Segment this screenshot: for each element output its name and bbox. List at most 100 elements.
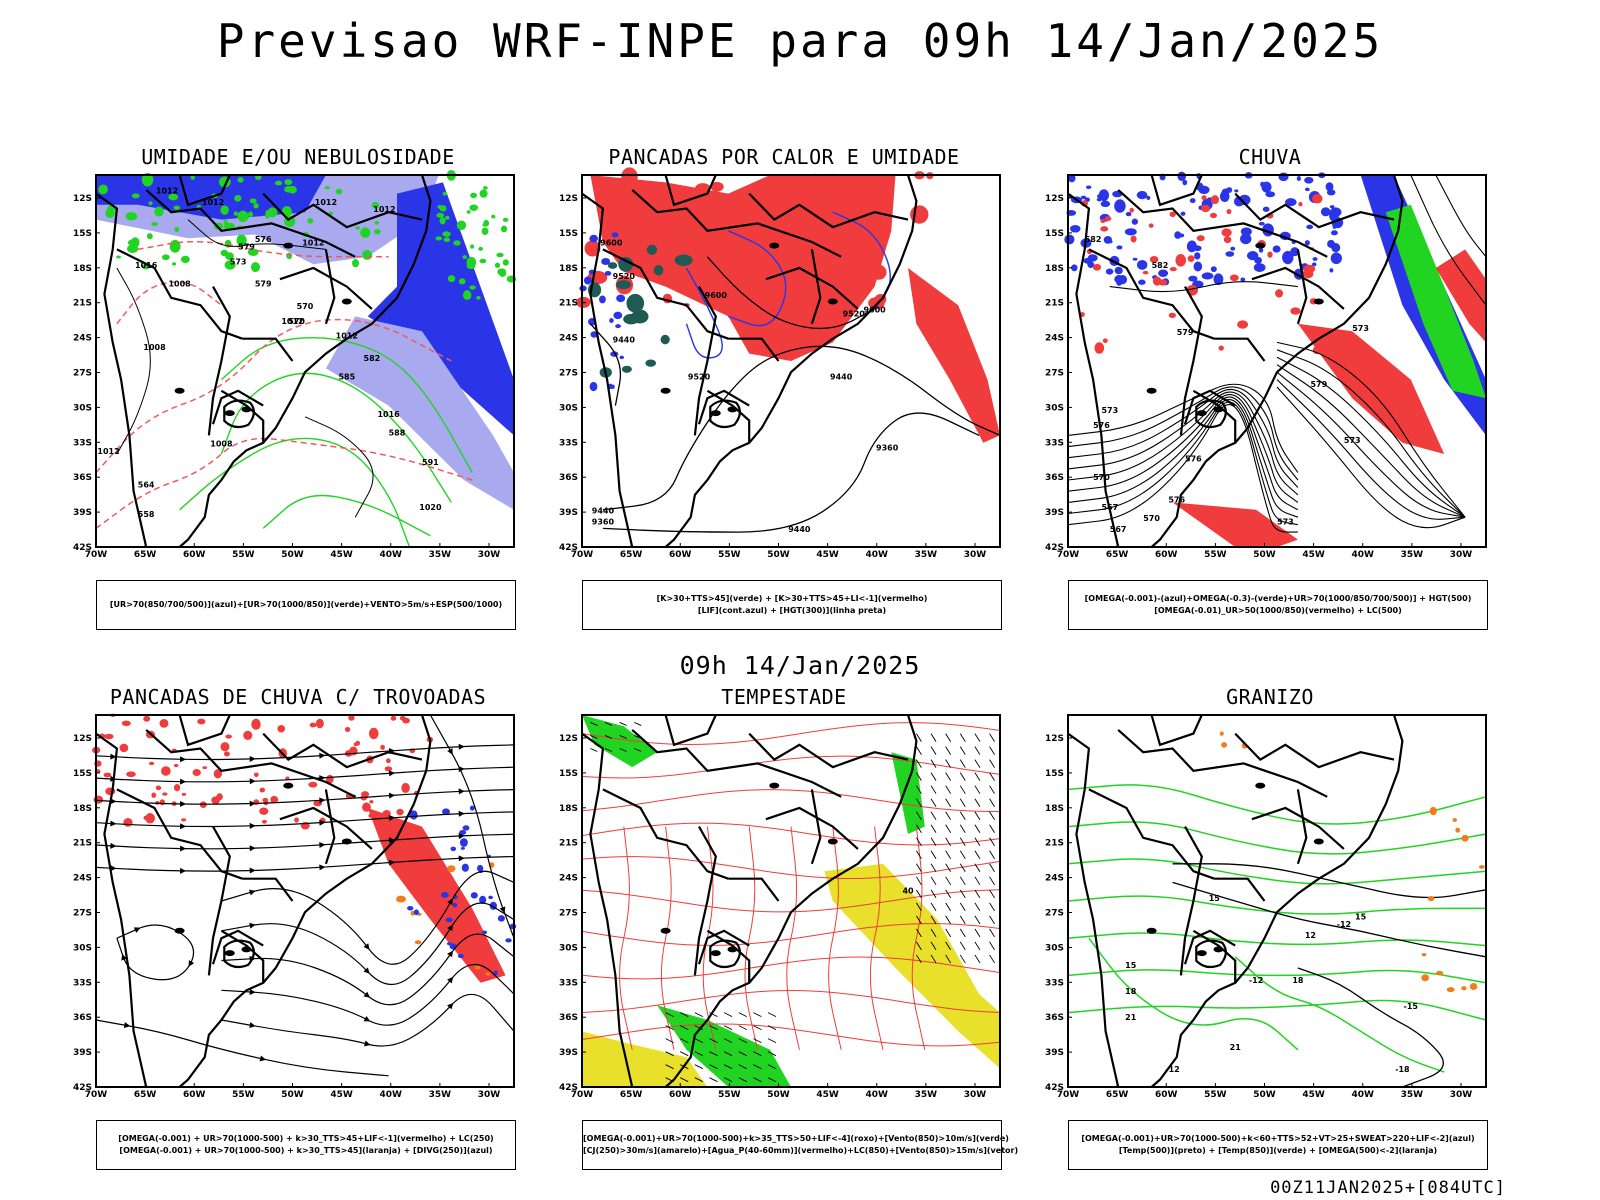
wind-vector (930, 954, 937, 964)
wind-vector (959, 746, 966, 755)
field-blob (213, 769, 223, 779)
contour-label: 1008 (168, 280, 191, 289)
wind-vector (974, 772, 981, 781)
uruguay-outline (709, 399, 741, 429)
temp850-contours (1067, 784, 1487, 1073)
field-blob (173, 784, 181, 792)
contour-label: 567 (1110, 525, 1127, 534)
field-blob (646, 244, 658, 255)
contour-label: 1012 (315, 198, 337, 207)
field-blob (583, 276, 592, 285)
contour-label: 40 (902, 887, 914, 896)
lon-label: 55W (718, 550, 741, 560)
field-blob (151, 222, 158, 227)
contour-label: 579 (1310, 380, 1327, 389)
contour-line (911, 826, 926, 1050)
field-blob (247, 248, 259, 256)
wind-vector (989, 837, 995, 846)
wind-vector (680, 1051, 689, 1057)
map-frame (581, 174, 1001, 548)
contour-label: 1008 (143, 343, 166, 352)
field-blob (1258, 221, 1265, 226)
border-line (810, 789, 822, 865)
contour-line (1067, 396, 1299, 511)
streamline-arrow (249, 922, 256, 929)
field-blob (921, 288, 931, 295)
field-blob (497, 915, 505, 922)
lon-label: 60W (1155, 1090, 1178, 1100)
wind-vector (930, 772, 937, 781)
wind-vector (945, 941, 952, 951)
field-blob (259, 787, 266, 793)
field-blob (1098, 189, 1110, 202)
coastline-west (95, 192, 148, 548)
coastline-east (664, 714, 918, 1088)
streamline-arrow (121, 953, 127, 961)
border-line (207, 826, 231, 976)
field-blob (615, 324, 621, 329)
wind-vector (989, 915, 995, 925)
field-blob (374, 228, 381, 235)
field-blob (1452, 818, 1458, 822)
coastline-east (1150, 174, 1404, 548)
wind-vector (753, 1077, 762, 1083)
field-blob (589, 381, 598, 392)
panel-legend: [OMEGA(-0.001)-(azul)+OMEGA(-0.3)-(verde… (1068, 580, 1488, 630)
wind-vector (959, 928, 966, 938)
field-blob (476, 295, 481, 300)
lake-mark (727, 406, 738, 413)
coastline-east (1150, 714, 1404, 1088)
wind-vector (738, 1038, 747, 1044)
contour-line (1276, 371, 1466, 518)
streamline (95, 789, 515, 805)
field-blob (803, 255, 813, 265)
contour-label: 585 (338, 373, 355, 382)
contour-line (304, 416, 374, 518)
wind-vector (680, 1077, 689, 1083)
wind-vector (945, 759, 952, 768)
streamline-arrow (259, 1055, 267, 1062)
lat-label: 33S (559, 978, 578, 988)
contour-label: 1012 (302, 239, 324, 248)
contour-label: 558 (138, 510, 155, 519)
field-blob (1304, 187, 1310, 192)
contour-label: 1012 (202, 198, 224, 207)
streamline-arrow (363, 943, 370, 950)
streamline-arrow (319, 797, 326, 804)
contour-label: 570 (297, 302, 314, 311)
border-line (765, 806, 859, 850)
lake-mark (710, 410, 721, 417)
coastline-west (95, 732, 148, 1088)
field-blob (220, 205, 229, 215)
wind-vector (989, 850, 995, 860)
streamline-arrow (363, 1015, 371, 1022)
storm-red-cells (92, 713, 434, 830)
lat-label: 27S (1045, 369, 1064, 379)
border-line (693, 826, 717, 976)
field-blob (1094, 342, 1105, 354)
field-blob (309, 722, 317, 728)
panel-legend: [OMEGA(-0.001) + UR>70(1000-500) + k>30_… (96, 1120, 516, 1170)
border-line (706, 929, 751, 983)
streamline-arrow (388, 770, 396, 777)
border-line (324, 789, 336, 865)
field-blob (161, 254, 170, 261)
lat-label: 12S (1045, 194, 1064, 204)
wind-vector (916, 746, 922, 755)
field-blob (1102, 338, 1108, 344)
field-blob (439, 205, 447, 212)
field-blob (407, 905, 414, 911)
hgt300-contours (589, 256, 1001, 533)
field-blob (446, 942, 452, 946)
panel-legend: [K>30+TTS>45](verde) + [K>30+TTS>45+LI<-… (582, 580, 1002, 630)
lat-label: 21S (559, 299, 578, 309)
field-blob (1306, 224, 1314, 230)
field-blob (440, 891, 449, 898)
field-blob (1332, 224, 1337, 229)
wind-vector (738, 1077, 747, 1083)
panel-chuva: CHUVA 582 582 579 576 576 579 573 570 567 576 573 5… (1030, 145, 1510, 645)
field-blob (1229, 274, 1239, 282)
field-blob (439, 217, 446, 225)
wind-vector (619, 722, 627, 726)
field-blob (351, 259, 360, 268)
